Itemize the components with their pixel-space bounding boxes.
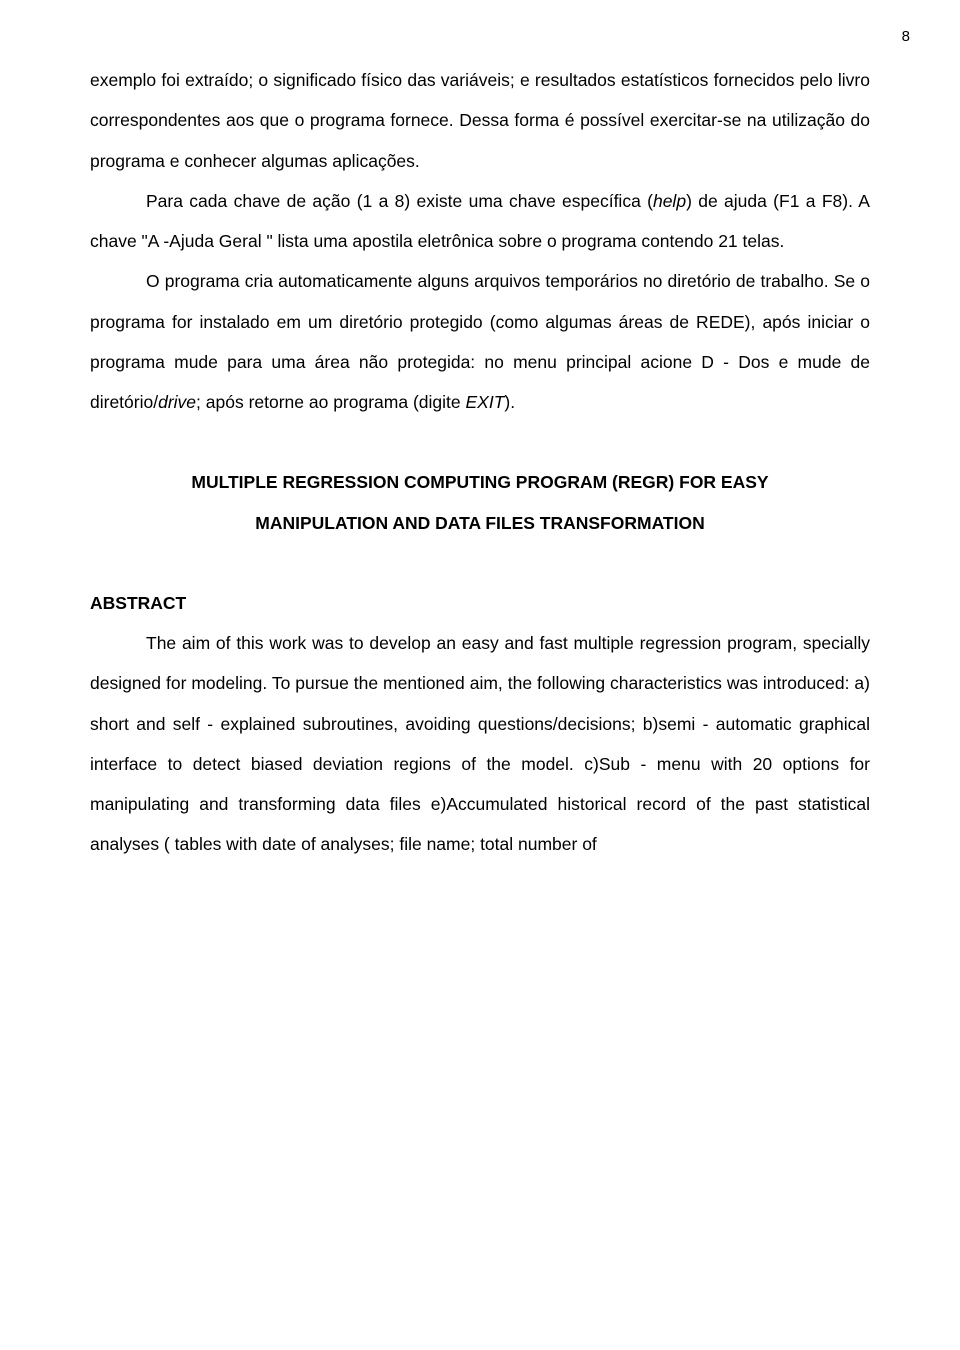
- paragraph-2: Para cada chave de ação (1 a 8) existe u…: [90, 181, 870, 262]
- heading-line-2: MANIPULATION AND DATA FILES TRANSFORMATI…: [90, 503, 870, 543]
- heading-line-1: MULTIPLE REGRESSION COMPUTING PROGRAM (R…: [90, 462, 870, 502]
- p3-exit-italic: EXIT: [466, 392, 505, 412]
- p2-help-italic: help: [653, 191, 686, 211]
- abstract-label: ABSTRACT: [90, 583, 870, 623]
- p3-text-1: O programa cria automaticamente alguns a…: [90, 271, 870, 412]
- document-content: exemplo foi extraído; o significado físi…: [90, 60, 870, 865]
- p3-text-2: ; após retorne ao programa (digite: [196, 392, 465, 412]
- paragraph-1: exemplo foi extraído; o significado físi…: [90, 60, 870, 181]
- abstract-text: The aim of this work was to develop an e…: [90, 623, 870, 865]
- p3-drive-italic: drive: [158, 392, 196, 412]
- page-number: 8: [902, 28, 910, 45]
- paragraph-3: O programa cria automaticamente alguns a…: [90, 261, 870, 422]
- section-heading: MULTIPLE REGRESSION COMPUTING PROGRAM (R…: [90, 462, 870, 543]
- p3-text-3: ).: [504, 392, 515, 412]
- p2-text-1: Para cada chave de ação (1 a 8) existe u…: [146, 191, 653, 211]
